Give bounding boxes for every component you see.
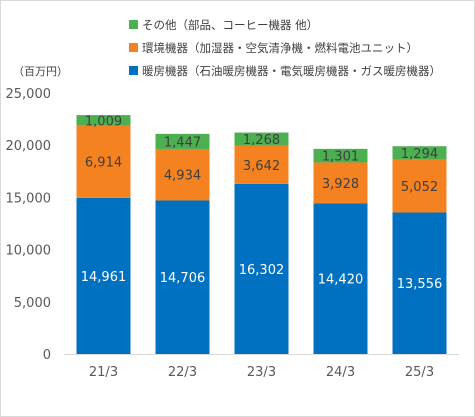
y-tick-label: 5,000 [14, 296, 51, 311]
bar-segment [76, 115, 131, 126]
data-label: 1,447 [164, 135, 201, 150]
bar-segment [313, 162, 368, 204]
bar-segment [234, 183, 289, 354]
bar-segment [76, 197, 131, 354]
data-label: 14,706 [160, 271, 206, 286]
bar-segment [313, 203, 368, 354]
data-label: 16,302 [239, 263, 285, 278]
bar-segment [155, 148, 210, 201]
data-label: 3,642 [243, 159, 280, 174]
y-tick-label: 10,000 [6, 244, 52, 259]
bar-segment [392, 146, 447, 160]
data-label: 1,268 [243, 133, 280, 148]
legend-item-heating: 暖房機器（石油暖房機器・電気暖房機器・ガス暖房機器） [129, 61, 441, 80]
bar-segment [234, 132, 289, 146]
legend-label-other: その他（部品、コーヒー機器 他） [142, 17, 319, 32]
x-tick-label: 21/3 [89, 365, 118, 380]
legend-swatch-environment [129, 43, 138, 52]
bar-segment [76, 125, 131, 198]
data-label: 6,914 [85, 156, 122, 171]
bar-segment [392, 159, 447, 213]
bar-segment [392, 212, 447, 354]
bar-segment [234, 145, 289, 184]
x-tick-label: 25/3 [405, 365, 434, 380]
data-label: 1,294 [401, 147, 438, 162]
data-label: 14,961 [81, 270, 127, 285]
bar-segment [155, 200, 210, 354]
y-tick-label: 15,000 [6, 191, 52, 206]
x-tick-label: 23/3 [247, 365, 276, 380]
unit-label: （百万円） [13, 65, 68, 78]
data-label: 3,928 [322, 177, 359, 192]
legend: その他（部品、コーヒー機器 他） 環境機器（加湿器・空気清浄機・燃料電池ユニット… [129, 15, 441, 84]
data-label: 1,301 [322, 150, 359, 165]
legend-label-heating: 暖房機器（石油暖房機器・電気暖房機器・ガス暖房機器） [142, 63, 441, 78]
data-label: 14,420 [318, 273, 364, 288]
legend-item-environment: 環境機器（加湿器・空気清浄機・燃料電池ユニット） [129, 38, 441, 57]
x-tick-label: 22/3 [168, 365, 197, 380]
y-tick-label: 0 [43, 348, 51, 363]
legend-item-other: その他（部品、コーヒー機器 他） [129, 15, 441, 34]
legend-swatch-other [129, 20, 138, 29]
data-label: 4,934 [164, 169, 201, 184]
y-tick-label: 25,000 [6, 87, 52, 102]
bar-segment [155, 133, 210, 149]
bar-segment [313, 148, 368, 163]
data-label: 5,052 [401, 180, 438, 195]
data-label: 1,009 [85, 114, 122, 129]
y-tick-label: 20,000 [6, 139, 52, 154]
data-label: 13,556 [397, 277, 443, 292]
x-tick-label: 24/3 [326, 365, 355, 380]
legend-label-environment: 環境機器（加湿器・空気清浄機・燃料電池ユニット） [142, 40, 418, 55]
legend-swatch-heating [129, 66, 138, 75]
